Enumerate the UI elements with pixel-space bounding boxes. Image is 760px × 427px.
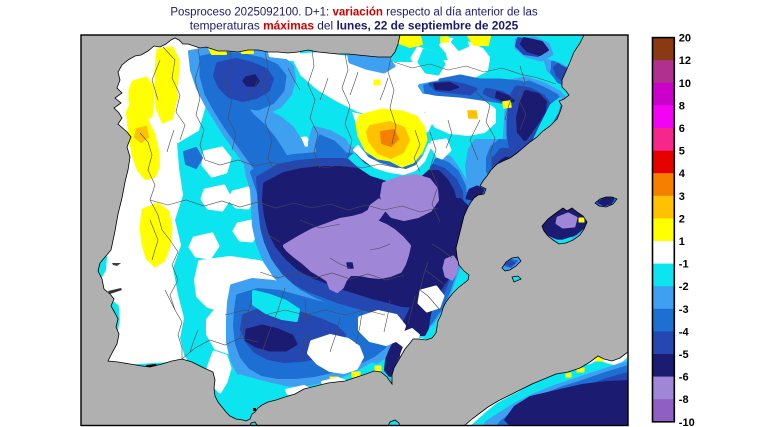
svg-text:1: 1: [679, 236, 685, 248]
svg-text:-10: -10: [679, 417, 695, 427]
svg-text:10: 10: [679, 78, 691, 90]
svg-text:12: 12: [679, 55, 691, 67]
svg-text:-4: -4: [679, 326, 690, 338]
svg-text:20: 20: [679, 33, 691, 45]
svg-text:3: 3: [679, 191, 685, 203]
svg-text:-1: -1: [679, 259, 689, 271]
svg-text:-5: -5: [679, 349, 689, 361]
svg-text:-8: -8: [679, 394, 689, 406]
svg-text:5: 5: [679, 146, 685, 158]
svg-text:-3: -3: [679, 304, 689, 316]
svg-text:temperaturas máximas del lunes: temperaturas máximas del lunes, 22 de se…: [190, 18, 519, 32]
svg-text:4: 4: [679, 168, 686, 180]
svg-text:2: 2: [679, 213, 685, 225]
svg-text:6: 6: [679, 123, 685, 135]
svg-text:8: 8: [679, 100, 685, 112]
svg-text:-6: -6: [679, 372, 689, 384]
svg-text:Posproceso 2025092100. D+1: va: Posproceso 2025092100. D+1: variación re…: [170, 7, 538, 19]
svg-text:-2: -2: [679, 281, 689, 293]
